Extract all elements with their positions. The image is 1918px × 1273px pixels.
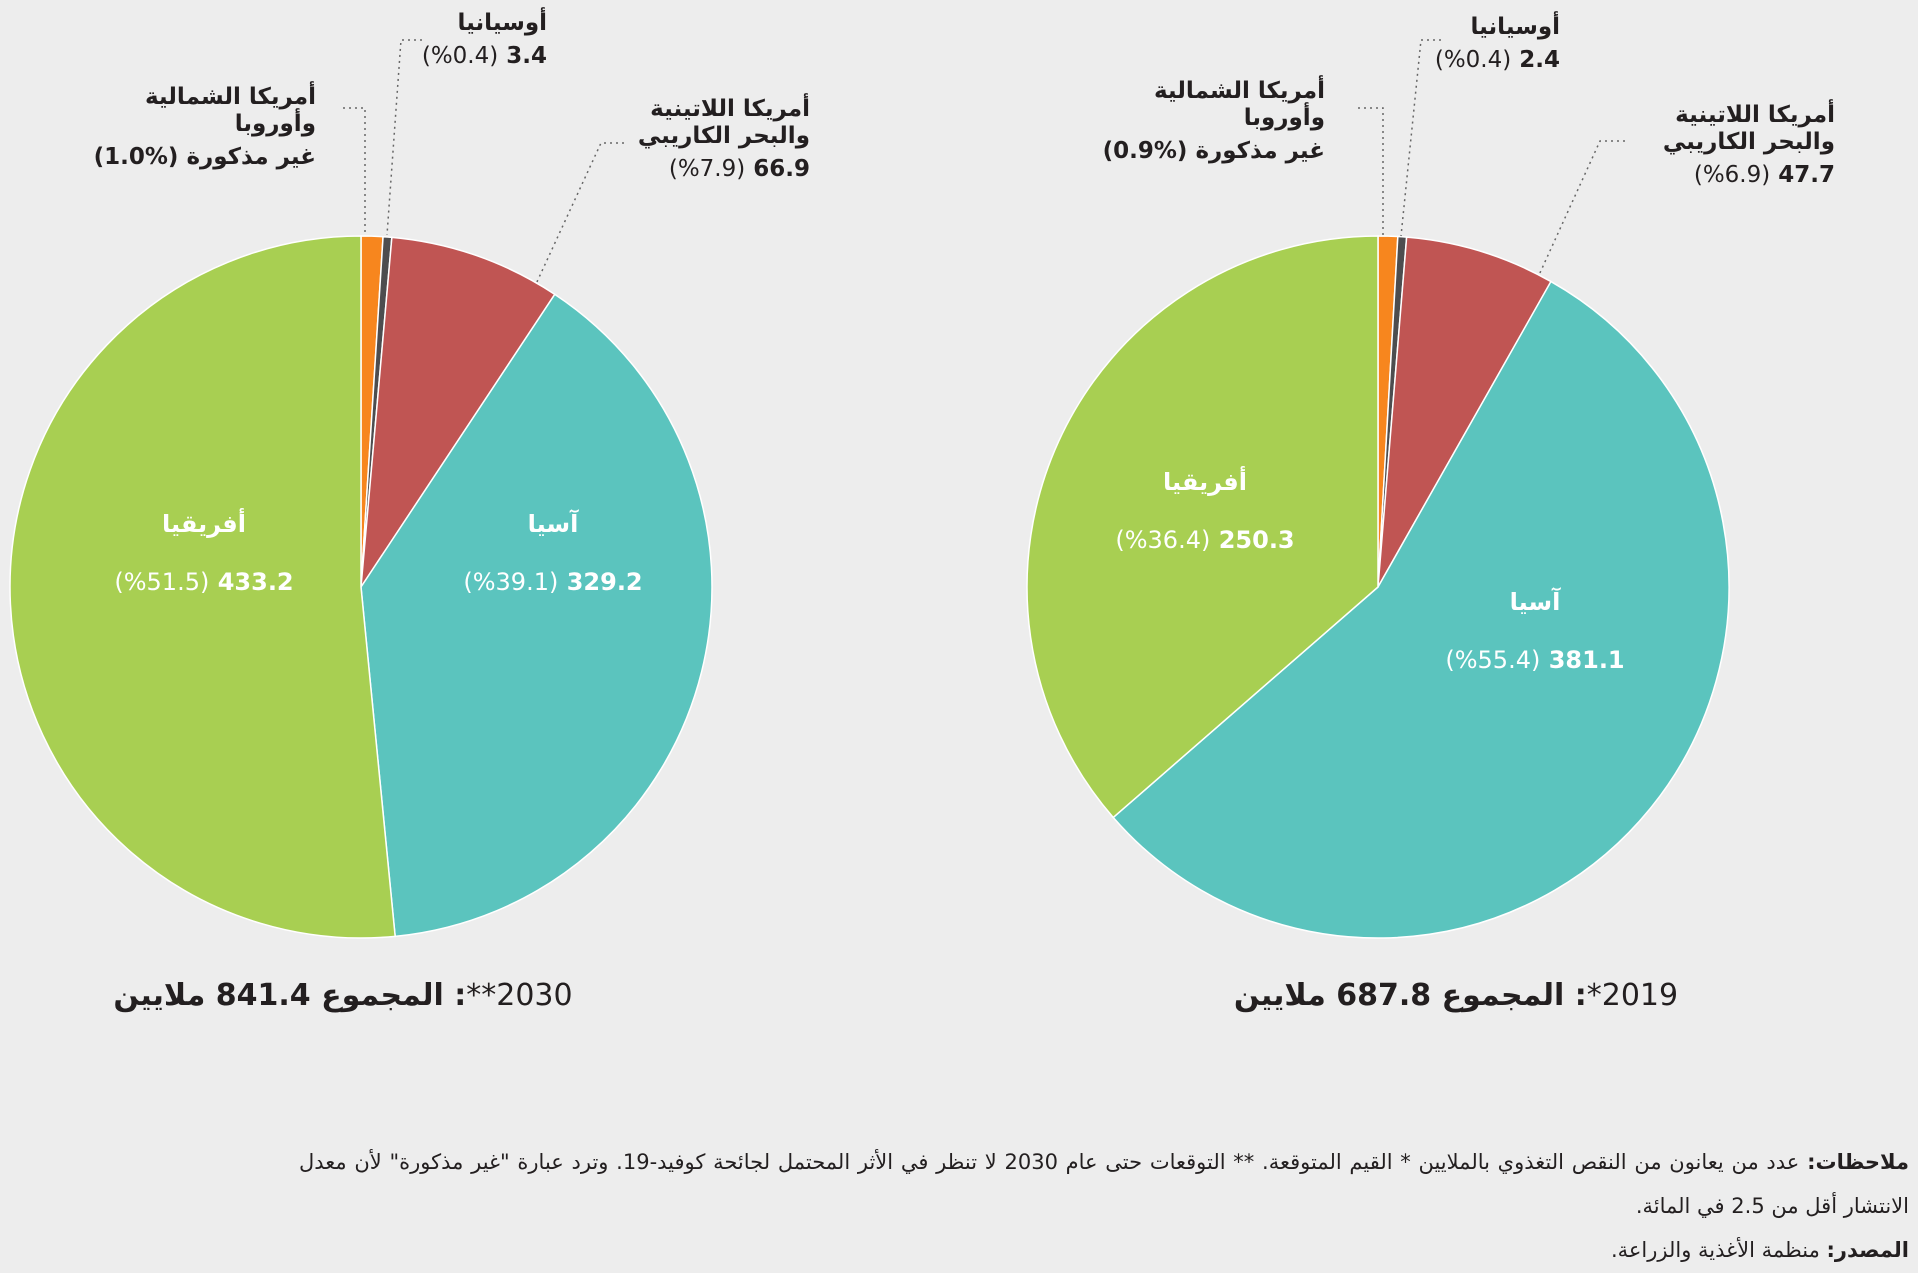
- slice-value: 433.2 (%51.5): [114, 568, 294, 596]
- total: : المجموع 687.8 ملايين: [1233, 978, 1587, 1013]
- label-asia-2030: آسيا 329.2 (%39.1): [463, 510, 642, 596]
- total: : المجموع 841.4 ملايين: [113, 978, 467, 1013]
- leader-line: [1538, 140, 1625, 276]
- leader-lines: [343, 39, 1625, 285]
- year: 2019*: [1586, 978, 1679, 1013]
- slice-name: وأوروبا: [234, 111, 316, 137]
- pie-2030: [9, 235, 713, 939]
- caption-2030: 2030**: المجموع 841.4 ملايين: [113, 978, 572, 1013]
- label-oceania-2019: أوسيانيا 2.4 (%0.4): [1435, 14, 1560, 74]
- pie-slice: [1026, 235, 1379, 819]
- label-na-europe-2019: أمريكا الشمالية وأوروبا غير مذكورة (%0.9…: [1103, 78, 1325, 165]
- pie-slice: [360, 236, 556, 588]
- label-na-europe-2030: أمريكا الشمالية وأوروبا غير مذكورة (%1.0…: [94, 84, 316, 171]
- slice-name: أوسيانيا: [1470, 14, 1560, 40]
- slice-name: أوسيانيا: [457, 10, 547, 36]
- caption-2019: 2019*: المجموع 687.8 ملايين: [1234, 978, 1678, 1013]
- label-africa-2019: أفريقيا 250.3 (%36.4): [1115, 468, 1294, 554]
- label-latam-2019: أمريكا اللاتينية والبحر الكاريبي 47.7 (%…: [1663, 102, 1835, 189]
- slice-name: أمريكا اللاتينية: [1675, 102, 1835, 128]
- slice-name: أمريكا الشمالية: [144, 84, 316, 110]
- slice-value: 66.9 (%7.9): [668, 156, 810, 182]
- slice-value: 3.4 (%0.4): [421, 43, 547, 69]
- slice-value: 381.1 (%55.4): [1445, 646, 1625, 674]
- label-oceania-2030: أوسيانيا 3.4 (%0.4): [422, 10, 547, 70]
- notes-text: عدد من يعانون من النقص التغذوي بالملايين…: [299, 1150, 1909, 1218]
- leader-line: [535, 142, 624, 285]
- slice-value: 2.4 (%0.4): [1434, 47, 1560, 73]
- notes: ملاحظات: عدد من يعانون من النقص التغذوي …: [299, 1140, 1909, 1272]
- leader-line: [1358, 107, 1384, 235]
- pie-slice: [1377, 236, 1552, 588]
- slice-name: أمريكا الشمالية: [1153, 78, 1325, 104]
- slice-name: أمريكا اللاتينية: [650, 96, 810, 122]
- pie-slice: [360, 293, 713, 938]
- slice-value: 329.2 (%39.1): [463, 568, 643, 596]
- slice-name: وأوروبا: [1243, 105, 1325, 131]
- slice-name: والبحر الكاريبي: [637, 123, 810, 149]
- label-latam-2030: أمريكا اللاتينية والبحر الكاريبي 66.9 (%…: [638, 96, 810, 183]
- source-label: المصدر:: [1826, 1238, 1909, 1262]
- pie-slice: [1112, 280, 1730, 939]
- slice-value: 250.3 (%36.4): [1115, 526, 1295, 554]
- pie-2019: [1026, 235, 1730, 939]
- notes-label: ملاحظات:: [1807, 1150, 1909, 1174]
- slice-name: آسيا: [1509, 588, 1561, 616]
- slice-value: 47.7 (%6.9): [1693, 162, 1835, 188]
- source-text: منظمة الأغذية والزراعة.: [1610, 1238, 1827, 1262]
- leader-line: [343, 107, 366, 235]
- label-asia-2019: آسيا 381.1 (%55.4): [1445, 588, 1624, 674]
- slice-name: آسيا: [527, 510, 579, 538]
- label-africa-2030: أفريقيا 433.2 (%51.5): [114, 510, 293, 596]
- slice-value: غير مذكورة (%1.0): [93, 144, 316, 170]
- leader-line: [1400, 39, 1441, 237]
- year: 2030**: [466, 978, 573, 1013]
- slice-value: غير مذكورة (%0.9): [1102, 138, 1325, 164]
- leader-line: [386, 39, 422, 236]
- slice-name: والبحر الكاريبي: [1662, 129, 1835, 155]
- pie-slice: [9, 235, 396, 939]
- slice-name: أفريقيا: [162, 510, 246, 538]
- slice-name: أفريقيا: [1163, 468, 1247, 496]
